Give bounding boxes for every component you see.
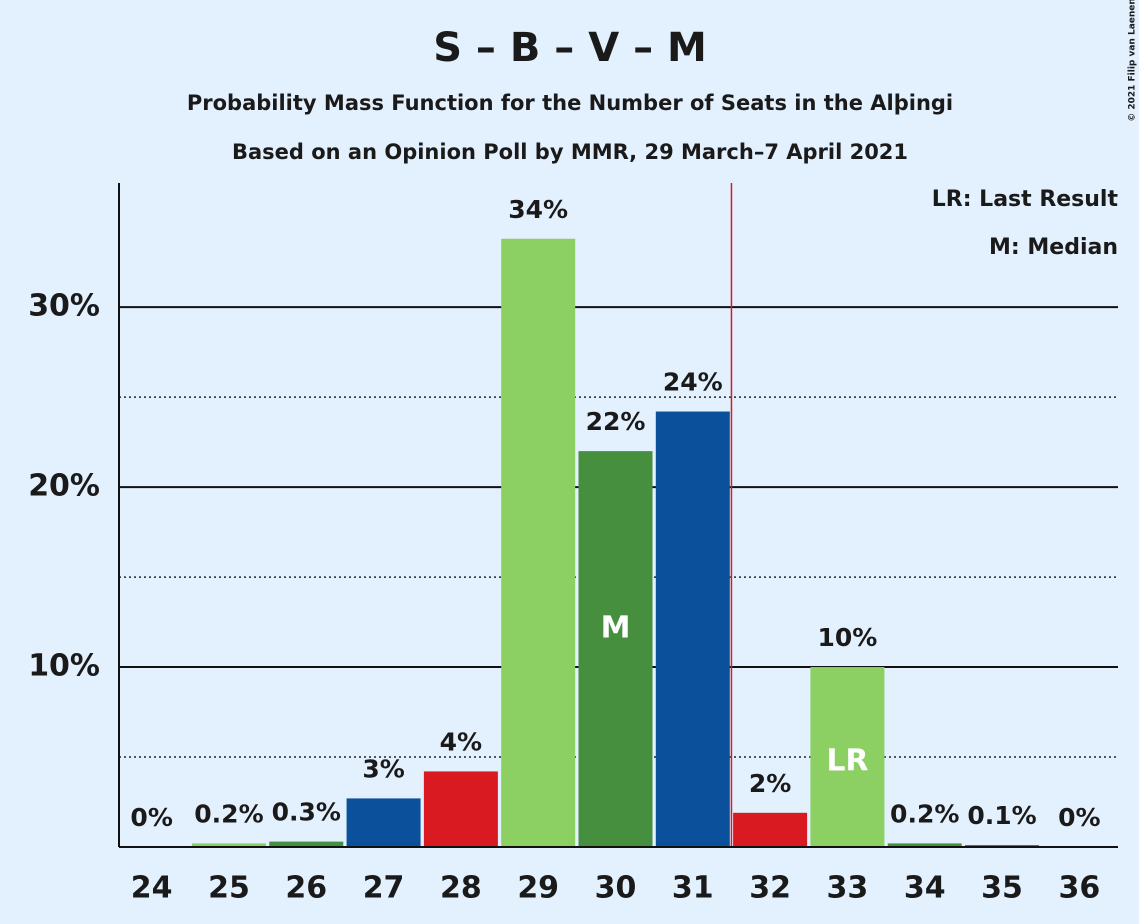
value-label: 10% <box>818 623 878 652</box>
legend-entry: M: Median <box>989 235 1118 260</box>
value-label: 0.2% <box>890 799 959 828</box>
x-tick-label: 36 <box>1058 871 1100 906</box>
bar <box>655 411 730 847</box>
x-tick-label: 30 <box>595 871 637 906</box>
value-label: 4% <box>440 727 482 756</box>
bar <box>423 771 498 847</box>
x-tick-label: 28 <box>440 871 482 906</box>
value-label: 0.2% <box>194 799 263 828</box>
value-label: 0.1% <box>967 801 1036 830</box>
copyright: © 2021 Filip van Laenen <box>1128 0 1138 122</box>
value-label: 0% <box>1058 803 1100 832</box>
value-label: 24% <box>663 368 723 397</box>
value-label: 22% <box>586 407 646 436</box>
chart-subtitle: Probability Mass Function for the Number… <box>187 91 953 115</box>
y-tick-label: 10% <box>28 649 100 684</box>
x-tick-label: 24 <box>131 871 173 906</box>
chart-title: S – B – V – M <box>433 25 707 71</box>
median-label: M <box>601 611 631 646</box>
x-tick-label: 31 <box>672 871 714 906</box>
bar <box>810 667 885 847</box>
x-tick-label: 33 <box>827 871 869 906</box>
last-result-label: LR <box>826 744 868 779</box>
bar <box>501 238 576 847</box>
x-tick-label: 34 <box>904 871 946 906</box>
bar <box>733 812 808 847</box>
value-label: 2% <box>749 769 791 798</box>
value-label: 3% <box>362 754 404 783</box>
value-label: 0.3% <box>272 798 341 827</box>
legend-entry: LR: Last Result <box>932 187 1119 212</box>
y-tick-label: 20% <box>28 469 100 504</box>
x-tick-label: 26 <box>285 871 327 906</box>
x-tick-label: 25 <box>208 871 250 906</box>
bar <box>269 841 344 847</box>
bar <box>191 843 266 847</box>
chart-subtitle: Based on an Opinion Poll by MMR, 29 Marc… <box>232 140 908 164</box>
value-label: 0% <box>130 803 172 832</box>
x-tick-label: 27 <box>363 871 405 906</box>
x-tick-label: 29 <box>517 871 559 906</box>
y-tick-label: 30% <box>28 289 100 324</box>
x-tick-label: 35 <box>981 871 1023 906</box>
value-label: 34% <box>508 195 568 224</box>
bar <box>346 798 421 847</box>
x-tick-label: 32 <box>749 871 791 906</box>
bar <box>887 843 962 847</box>
bar <box>578 451 653 847</box>
